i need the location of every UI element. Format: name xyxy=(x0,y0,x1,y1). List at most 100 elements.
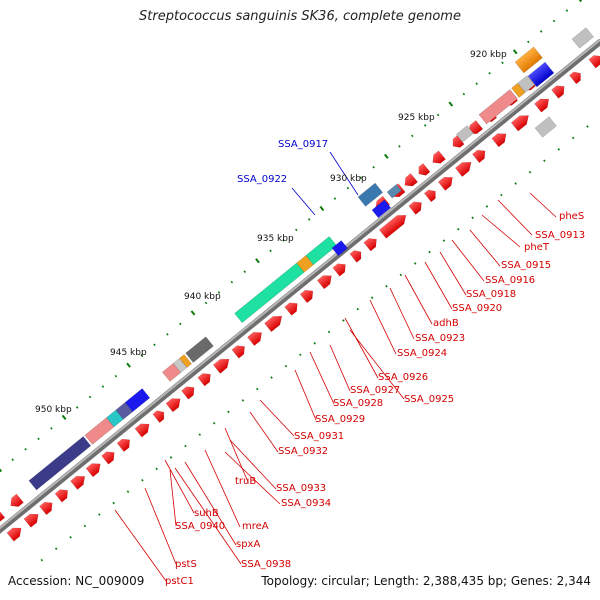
cds-forward xyxy=(39,501,53,516)
leader-line xyxy=(294,369,317,421)
cds-forward xyxy=(378,214,407,239)
cds-forward-shape xyxy=(534,98,550,113)
gene-label-SSA_0938[interactable]: SSA_0938 xyxy=(241,559,291,570)
cds-forward-shape xyxy=(181,386,195,400)
scale-tick xyxy=(462,92,466,96)
cds-forward-shape xyxy=(284,302,298,316)
scale-tick xyxy=(11,458,14,461)
cds-forward xyxy=(6,527,22,542)
grey-block xyxy=(185,336,214,363)
cds-forward xyxy=(101,451,115,465)
cds-forward-shape xyxy=(363,238,377,252)
gene-label-SSA_0927[interactable]: SSA_0927 xyxy=(350,385,400,396)
leader-line xyxy=(329,151,359,196)
cds-forward-shape xyxy=(85,463,101,478)
gene-label-SSA_0934[interactable]: SSA_0934 xyxy=(281,498,331,509)
scale-tick xyxy=(313,342,316,345)
cds-forward-shape xyxy=(165,398,181,413)
gene-label-truB[interactable]: truB xyxy=(235,476,256,487)
cds-forward xyxy=(152,410,165,424)
scale-tick xyxy=(255,258,260,264)
gene-label-SSA_0928[interactable]: SSA_0928 xyxy=(333,398,383,409)
scale-tick xyxy=(169,456,173,459)
gene-label-adhB[interactable]: adhB xyxy=(433,318,459,329)
scale-tick xyxy=(319,205,325,212)
cds-forward-shape xyxy=(70,475,86,490)
cds-forward xyxy=(284,302,298,316)
SSA_0922-arrow-shape xyxy=(331,240,348,257)
leader-line xyxy=(114,509,167,582)
cds-reverse-shape xyxy=(10,493,24,507)
leader-line xyxy=(404,274,433,325)
gene-label-SSA_0931[interactable]: SSA_0931 xyxy=(294,431,344,442)
scale-tick xyxy=(457,227,460,231)
cds-forward-shape xyxy=(197,373,211,387)
scale-tick xyxy=(413,262,417,265)
scale-tick xyxy=(140,353,143,357)
gene-label-mreA[interactable]: mreA xyxy=(242,521,269,532)
cds-forward-shape xyxy=(101,451,115,465)
scale-tick xyxy=(528,170,532,174)
cds-forward xyxy=(534,98,550,113)
cds-forward xyxy=(316,275,332,290)
scale-tick xyxy=(88,395,92,399)
leader-line xyxy=(291,187,316,216)
gene-label-SSA_0922[interactable]: SSA_0922 xyxy=(237,174,287,185)
cds-forward-shape xyxy=(349,250,362,263)
gene-label-SSA_0926[interactable]: SSA_0926 xyxy=(378,372,428,383)
cds-reverse xyxy=(0,508,6,523)
scale-tick xyxy=(227,410,230,414)
blue-block-shape xyxy=(124,388,151,413)
gene-label-SSA_0923[interactable]: SSA_0923 xyxy=(415,333,465,344)
gene-label-spxA[interactable]: spxA xyxy=(236,539,260,550)
grey-block xyxy=(571,27,594,49)
leader-line xyxy=(224,427,249,483)
gene-label-pheT[interactable]: pheT xyxy=(524,242,550,253)
scale-tick xyxy=(241,399,245,402)
cds-forward-shape xyxy=(299,289,314,304)
cds-forward xyxy=(332,263,346,277)
gene-label-SSA_0932[interactable]: SSA_0932 xyxy=(278,446,328,457)
leader-line xyxy=(144,487,177,565)
gene-label-SSA_0940[interactable]: SSA_0940 xyxy=(175,521,225,532)
gene-label-SSA_0920[interactable]: SSA_0920 xyxy=(452,303,502,314)
grey-block-shape xyxy=(185,336,214,363)
gene-label-SSA_0917[interactable]: SSA_0917 xyxy=(278,139,328,150)
cds-forward-shape xyxy=(510,115,529,132)
scale-tick xyxy=(475,82,478,85)
cds-forward xyxy=(134,423,150,438)
cds-forward-shape xyxy=(568,71,581,85)
gene-label-SSA_0916[interactable]: SSA_0916 xyxy=(485,275,535,286)
cds-forward xyxy=(165,398,181,413)
SSA_0917-block xyxy=(357,182,384,207)
leader-line xyxy=(481,214,521,248)
cds-forward xyxy=(70,475,86,490)
gene-label-SSA_0913[interactable]: SSA_0913 xyxy=(535,230,585,241)
gene-label-SSA_0924[interactable]: SSA_0924 xyxy=(397,348,447,359)
leader-line xyxy=(389,287,415,340)
gene-label-pstC1[interactable]: pstC1 xyxy=(165,576,194,587)
cds-reverse xyxy=(10,493,24,507)
gene-label-pheS[interactable]: pheS xyxy=(559,211,584,222)
gene-label-SSA_0929[interactable]: SSA_0929 xyxy=(315,414,365,425)
scale-tick xyxy=(333,197,337,200)
leader-line xyxy=(204,449,241,528)
gene-label-SSA_0918[interactable]: SSA_0918 xyxy=(466,289,516,300)
grey-block xyxy=(517,75,535,93)
gene-label-pstS[interactable]: pstS xyxy=(175,559,197,570)
gene-label-SSA_0915[interactable]: SSA_0915 xyxy=(501,260,551,271)
gene-label-suhB[interactable]: suhB xyxy=(194,508,219,519)
scale-tick xyxy=(184,444,187,448)
cds-forward xyxy=(588,55,600,69)
scale-tick xyxy=(428,250,431,254)
gene-label-SSA_0925[interactable]: SSA_0925 xyxy=(404,394,454,405)
leader-line xyxy=(184,461,237,546)
scale-tick xyxy=(299,353,302,357)
leader-lines xyxy=(114,151,557,582)
scale-tick xyxy=(442,239,446,242)
grey-feature xyxy=(534,116,557,138)
gene-label-SSA_0933[interactable]: SSA_0933 xyxy=(276,483,326,494)
green-block-shape xyxy=(305,236,338,266)
cds-forward xyxy=(212,358,230,374)
scale-tick xyxy=(501,61,504,65)
